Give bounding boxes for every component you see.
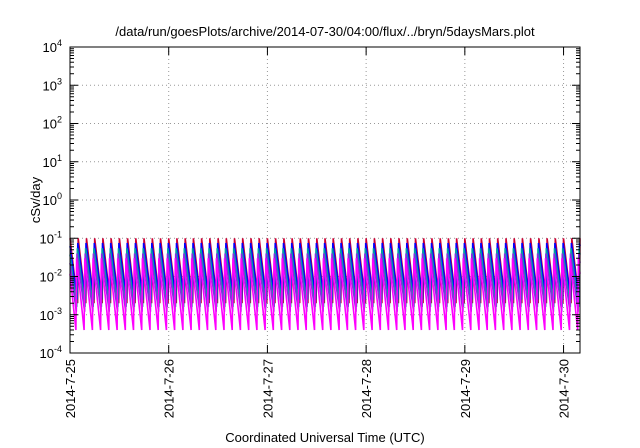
grid [70, 47, 580, 353]
x-tick-label: 2014-7-27 [260, 359, 275, 418]
chart-title: /data/run/goesPlots/archive/2014-07-30/0… [115, 24, 535, 39]
y-tick-label: 10-4 [40, 344, 62, 361]
y-tick-label: 100 [43, 191, 62, 208]
series-line [69, 253, 581, 312]
x-tick-label: 2014-7-29 [458, 359, 473, 418]
y-tick-label: 10-3 [40, 306, 62, 323]
y-tick-label: 101 [43, 153, 62, 170]
series-group [69, 238, 581, 331]
y-axis: 10-4 10-3 10-2 10-1 100 101 102 103 104 [40, 38, 580, 361]
x-tick-label: 2014-7-26 [162, 359, 177, 418]
x-tick-label: 2014-7-25 [63, 359, 78, 418]
x-axis: 2014-7-25 2014-7-26 2014-7-27 2014-7-28 2014… [63, 47, 572, 418]
y-tick-label: 10-1 [40, 229, 62, 246]
x-tick-label: 2014-7-30 [557, 359, 572, 418]
x-axis-label: Coordinated Universal Time (UTC) [225, 430, 424, 445]
y-tick-label: 104 [43, 38, 62, 55]
y-tick-label: 103 [43, 76, 62, 93]
x-tick-label: 2014-7-28 [359, 359, 374, 418]
y-axis-label: cSv/day [28, 176, 43, 223]
y-tick-label: 102 [43, 115, 62, 132]
y-tick-label: 10-2 [40, 268, 62, 285]
series-line [69, 258, 581, 331]
